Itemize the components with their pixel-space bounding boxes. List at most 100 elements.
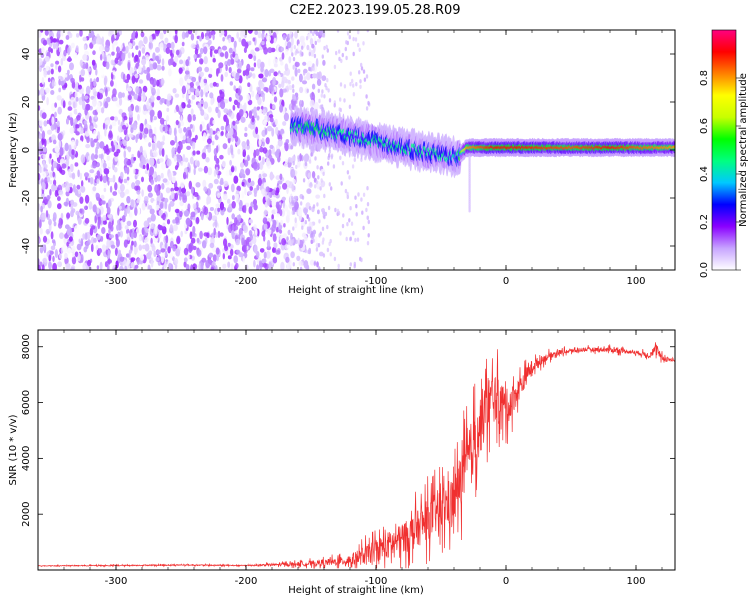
- heatmap-noise-cell: [220, 125, 225, 131]
- heatmap-noise-cell: [60, 80, 65, 86]
- heatmap-noise-cell: [58, 79, 61, 86]
- heatmap-noise-cell: [312, 63, 315, 68]
- heatmap-noise-cell: [50, 63, 54, 68]
- heatmap-noise-cell: [103, 75, 108, 85]
- heatmap-noise-cell: [182, 135, 187, 141]
- heatmap-noise-cell: [282, 133, 286, 139]
- heatmap-noise-cell: [209, 82, 214, 88]
- heatmap-noise-cell: [306, 88, 309, 94]
- heatmap-noise-cell: [207, 146, 212, 153]
- heatmap-noise-cell: [183, 247, 189, 256]
- heatmap-noise-cell: [99, 54, 103, 61]
- heatmap-noise-cell: [242, 224, 247, 232]
- heatmap-noise-cell: [50, 90, 55, 95]
- heatmap-noise-cell: [112, 70, 116, 75]
- heatmap-noise-cell: [119, 205, 122, 210]
- heatmap-noise-cell: [120, 171, 124, 180]
- heatmap-noise-cell: [257, 86, 262, 95]
- heatmap-noise-cell: [64, 252, 68, 259]
- heatmap-noise-cell: [72, 100, 78, 109]
- heatmap-noise-cell: [40, 30, 44, 33]
- heatmap-noise-cell: [50, 231, 54, 240]
- heatmap-noise-cell: [318, 219, 321, 224]
- heatmap-noise-cell: [284, 205, 289, 212]
- heatmap-noise-cell: [312, 66, 315, 71]
- heatmap-noise-cell: [194, 134, 198, 141]
- heatmap-noise-cell: [118, 91, 123, 100]
- heatmap-noise-cell: [222, 37, 225, 42]
- heatmap-noise-cell: [206, 232, 210, 239]
- heatmap-noise-cell: [222, 160, 226, 168]
- heatmap-noise-cell: [307, 61, 313, 68]
- heatmap-noise-cell: [267, 47, 273, 54]
- heatmap-noise-cell: [208, 73, 213, 79]
- heatmap-noise-cell: [43, 69, 47, 78]
- heatmap-noise-cell: [160, 98, 166, 103]
- heatmap-noise-cell: [360, 197, 363, 202]
- heatmap-noise-cell: [126, 176, 130, 181]
- heatmap-noise-cell: [337, 267, 340, 270]
- heatmap-noise-cell: [156, 88, 160, 96]
- heatmap-noise-cell: [326, 78, 329, 83]
- heatmap-noise-cell: [179, 181, 185, 189]
- heatmap-noise-cell: [147, 192, 153, 198]
- heatmap-noise-cell: [294, 31, 298, 39]
- heatmap-noise-cell: [318, 233, 321, 238]
- heatmap-noise-cell: [176, 154, 182, 163]
- heatmap-noise-cell: [113, 116, 119, 122]
- heatmap-noise-cell: [58, 253, 63, 259]
- heatmap-noise-cell: [228, 97, 232, 102]
- heatmap-noise-cell: [357, 42, 360, 48]
- heatmap-noise-cell: [195, 114, 201, 119]
- heatmap-noise-cell: [89, 169, 95, 174]
- heatmap-noise-cell: [323, 214, 326, 220]
- heatmap-noise-cell: [131, 75, 136, 84]
- heatmap-noise-cell: [357, 192, 360, 197]
- heatmap-noise-cell: [294, 221, 298, 229]
- heatmap-noise-cell: [174, 55, 179, 63]
- heatmap-noise-cell: [142, 244, 146, 250]
- heatmap-noise-cell: [185, 84, 191, 90]
- heatmap-noise-cell: [346, 191, 349, 197]
- heatmap-noise-cell: [325, 44, 328, 50]
- heatmap-noise-cell: [311, 83, 316, 90]
- heatmap-noise-cell: [112, 88, 117, 97]
- heatmap-noise-cell: [115, 234, 119, 241]
- heatmap-noise-cell: [215, 203, 221, 208]
- heatmap-noise-cell: [253, 224, 257, 231]
- heatmap-noise-cell: [367, 233, 370, 238]
- heatmap-noise-cell: [124, 225, 129, 230]
- heatmap-noise-cell: [144, 237, 149, 243]
- heatmap-noise-cell: [187, 30, 193, 35]
- heatmap-noise-cell: [185, 217, 191, 226]
- heatmap-noise-cell: [217, 207, 221, 212]
- heatmap-noise-cell: [79, 196, 84, 204]
- heatmap-noise-cell: [247, 30, 253, 34]
- heatmap-noise-cell: [147, 264, 151, 270]
- heatmap-noise-cell: [39, 228, 43, 235]
- heatmap-noise-cell: [269, 174, 275, 179]
- heatmap-noise-cell: [159, 201, 164, 209]
- heatmap-noise-cell: [339, 107, 342, 113]
- heatmap-noise-cell: [365, 207, 368, 213]
- heatmap-noise-cell: [256, 134, 260, 140]
- heatmap-noise-cell: [93, 91, 99, 97]
- heatmap-noise-cell: [275, 187, 280, 194]
- heatmap-noise-cell: [314, 184, 317, 189]
- heatmap-noise-cell: [314, 40, 317, 46]
- heatmap-noise-cell: [259, 146, 264, 153]
- heatmap-noise-cell: [69, 163, 74, 173]
- heatmap-noise-cell: [342, 213, 345, 218]
- heatmap-noise-cell: [190, 43, 196, 49]
- heatmap-noise-cell: [309, 259, 315, 266]
- heatmap-noise-cell: [310, 49, 315, 57]
- heatmap-noise-cell: [199, 47, 204, 55]
- heatmap-noise-cell: [153, 250, 157, 257]
- heatmap-noise-cell: [286, 236, 289, 241]
- heatmap-noise-cell: [90, 137, 94, 147]
- heatmap-noise-cell: [324, 211, 328, 217]
- heatmap-noise-cell: [97, 218, 102, 225]
- heatmap-noise-cell: [237, 88, 241, 96]
- heatmap-noise-cell: [310, 233, 314, 238]
- heatmap-noise-cell: [58, 140, 61, 148]
